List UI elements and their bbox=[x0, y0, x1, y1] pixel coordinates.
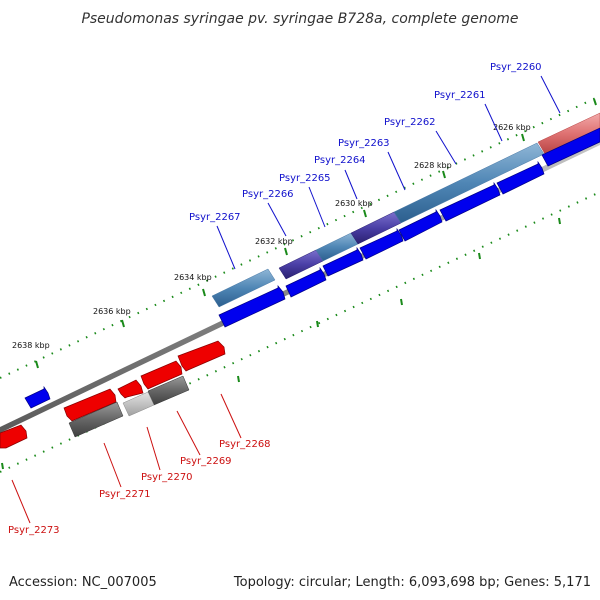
gene-arrow-psyr-2273[interactable] bbox=[0, 424, 28, 449]
major-tick bbox=[558, 217, 561, 225]
major-tick bbox=[316, 320, 319, 328]
gene-arrow-psyr-2269[interactable] bbox=[140, 360, 183, 390]
scale-label: 2630 kbp bbox=[335, 199, 373, 208]
gene-label-psyr-2263[interactable]: Psyr_2263 bbox=[338, 138, 390, 149]
leader-line bbox=[387, 151, 406, 191]
major-tick bbox=[521, 133, 525, 142]
gene-arrow-psyr-2260[interactable] bbox=[541, 127, 600, 167]
gene-label-psyr-2268[interactable]: Psyr_2268 bbox=[219, 439, 271, 450]
forward-leader-lines bbox=[216, 75, 561, 270]
leader-line bbox=[216, 225, 236, 270]
major-tick bbox=[478, 252, 481, 260]
scale-label: 2636 kbp bbox=[93, 307, 131, 316]
gene-label-psyr-2266[interactable]: Psyr_2266 bbox=[242, 189, 294, 200]
leader-line bbox=[484, 103, 503, 142]
genome-title: Pseudomonas syringae pv. syringae B728a,… bbox=[81, 11, 518, 27]
major-tick bbox=[363, 209, 367, 218]
reverse-leader-lines bbox=[11, 393, 242, 524]
gene-arrow-psyr-2266[interactable] bbox=[285, 266, 327, 298]
outer-minor-ticks bbox=[0, 95, 600, 379]
reverse-gene-arrows bbox=[0, 340, 226, 449]
cog-block bbox=[68, 401, 124, 438]
forward-cog-band bbox=[211, 112, 600, 308]
major-tick bbox=[202, 288, 206, 297]
gene-label-psyr-2270[interactable]: Psyr_2270 bbox=[141, 472, 193, 483]
scale-label: 2626 kbp bbox=[493, 123, 531, 132]
scale-label: 2638 kbp bbox=[12, 341, 50, 350]
gene-label-psyr-2265[interactable]: Psyr_2265 bbox=[279, 173, 331, 184]
leader-line bbox=[435, 130, 457, 165]
forward-gene-arrows bbox=[24, 127, 600, 409]
gene-arrow-psyr-2264[interactable] bbox=[359, 227, 404, 260]
gene-arrow-psyr-2270[interactable] bbox=[117, 379, 144, 399]
gene-label-psyr-2269[interactable]: Psyr_2269 bbox=[180, 456, 232, 467]
gene-label-psyr-2264[interactable]: Psyr_2264 bbox=[314, 155, 366, 166]
gene-arrow-psyr-2261[interactable] bbox=[496, 160, 545, 195]
gene-arrow-forward[interactable] bbox=[24, 385, 51, 409]
gene-label-psyr-2271[interactable]: Psyr_2271 bbox=[99, 489, 151, 500]
gene-label-psyr-2267[interactable]: Psyr_2267 bbox=[189, 212, 241, 223]
topology-label: Topology: circular; Length: 6,093,698 bp… bbox=[233, 575, 591, 590]
reverse-cog-band bbox=[68, 375, 190, 438]
scale-label: 2632 kbp bbox=[255, 237, 293, 246]
gene-label-psyr-2261[interactable]: Psyr_2261 bbox=[434, 90, 486, 101]
scale-label: 2634 kbp bbox=[174, 273, 212, 282]
major-tick bbox=[442, 170, 446, 179]
leader-line bbox=[344, 169, 358, 200]
scale-label: 2628 kbp bbox=[414, 161, 452, 170]
gene-label-psyr-2273[interactable]: Psyr_2273 bbox=[8, 525, 60, 536]
leader-line bbox=[146, 426, 161, 471]
leader-line bbox=[103, 442, 122, 488]
inner-minor-ticks bbox=[0, 191, 600, 473]
leader-line bbox=[267, 202, 287, 237]
major-tick bbox=[1, 462, 4, 470]
major-tick bbox=[284, 247, 288, 256]
major-tick bbox=[593, 98, 597, 106]
gene-arrow-psyr-2262[interactable] bbox=[439, 181, 501, 222]
leader-line bbox=[308, 186, 326, 228]
reverse-gene-labels: Psyr_2268 Psyr_2269 Psyr_2270 Psyr_2271 … bbox=[8, 439, 271, 536]
major-tick bbox=[121, 319, 125, 328]
major-tick bbox=[35, 360, 39, 369]
gene-arrow-psyr-2263[interactable] bbox=[398, 208, 443, 242]
major-tick bbox=[400, 298, 403, 306]
leader-line bbox=[540, 75, 561, 114]
accession-label: Accession: NC_007005 bbox=[9, 575, 157, 590]
major-tick bbox=[237, 375, 240, 383]
cog-block bbox=[211, 268, 276, 308]
leader-line bbox=[176, 410, 201, 456]
scale-labels: 2626 kbp 2628 kbp 2630 kbp 2632 kbp 2634… bbox=[12, 123, 531, 350]
gene-arrow-psyr-2267[interactable] bbox=[218, 285, 286, 328]
gene-arrow-psyr-2268[interactable] bbox=[177, 340, 226, 372]
forward-gene-labels: Psyr_2260 Psyr_2261 Psyr_2262 Psyr_2263 … bbox=[189, 62, 542, 223]
gene-arrow-psyr-2265[interactable] bbox=[322, 246, 364, 277]
gene-arrow-psyr-2271[interactable] bbox=[63, 388, 117, 422]
gene-label-psyr-2262[interactable]: Psyr_2262 bbox=[384, 117, 436, 128]
leader-line bbox=[11, 479, 31, 524]
leader-line bbox=[220, 393, 242, 439]
cog-block bbox=[122, 391, 155, 417]
gene-label-psyr-2260[interactable]: Psyr_2260 bbox=[490, 62, 542, 73]
outer-tick-ring bbox=[0, 95, 600, 379]
cog-block bbox=[537, 112, 600, 155]
